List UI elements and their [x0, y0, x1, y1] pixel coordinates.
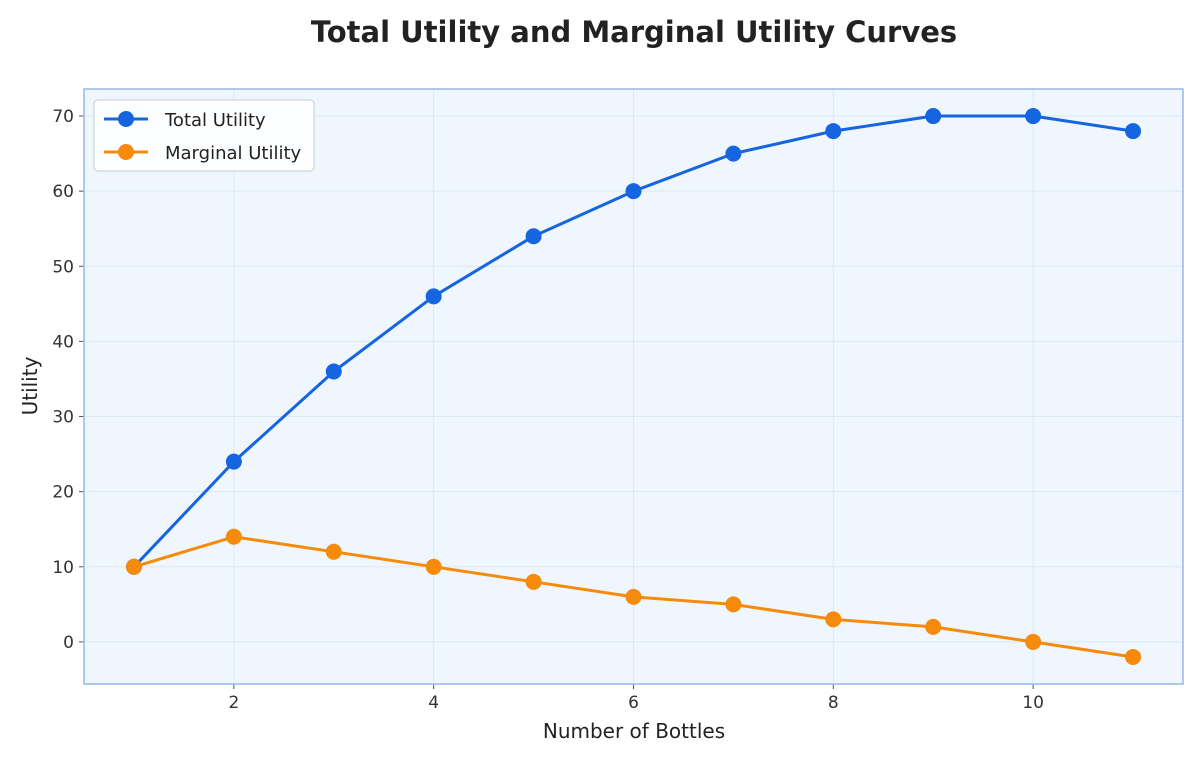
legend-label-total-utility: Total Utility	[164, 110, 266, 131]
data-point-total-utility	[1025, 108, 1042, 125]
y-axis-ticks: 0 10 20 30 40 50 60 70	[52, 107, 84, 653]
series-layer	[125, 108, 1142, 665]
data-point-marginal-utility	[125, 558, 142, 575]
data-point-marginal-utility	[225, 528, 242, 545]
data-point-total-utility	[725, 145, 742, 162]
data-point-total-utility	[1125, 123, 1142, 140]
legend-box	[93, 99, 315, 172]
legend-label-marginal-utility: Marginal Utility	[165, 143, 302, 164]
data-point-marginal-utility	[425, 558, 442, 575]
x-axis-ticks: 2 4 6 8 10	[228, 684, 1044, 713]
y-tick-label: 50	[52, 257, 74, 277]
data-point-marginal-utility	[725, 596, 742, 613]
data-point-total-utility	[825, 123, 842, 140]
y-tick-label: 60	[52, 182, 74, 202]
x-tick-label: 8	[828, 693, 839, 713]
x-tick-label: 10	[1022, 693, 1044, 713]
y-tick-label: 30	[52, 408, 74, 428]
data-point-marginal-utility	[525, 573, 542, 590]
data-point-total-utility	[525, 228, 542, 245]
y-tick-label: 70	[52, 107, 74, 127]
y-tick-label: 0	[63, 633, 74, 653]
data-point-marginal-utility	[1125, 648, 1142, 665]
data-point-marginal-utility	[925, 618, 942, 635]
legend: Total Utility Marginal Utility	[93, 99, 315, 172]
data-point-marginal-utility	[625, 588, 642, 605]
data-point-total-utility	[425, 288, 442, 305]
x-tick-label: 6	[628, 693, 639, 713]
x-tick-label: 4	[428, 693, 439, 713]
x-tick-label: 2	[228, 693, 239, 713]
data-point-total-utility	[325, 363, 342, 380]
y-tick-label: 40	[52, 332, 74, 352]
data-point-total-utility	[925, 108, 942, 125]
y-tick-label: 10	[52, 558, 74, 578]
y-tick-label: 20	[52, 483, 74, 503]
data-point-total-utility	[625, 183, 642, 200]
data-point-marginal-utility	[825, 611, 842, 628]
x-axis-label: Number of Bottles	[543, 719, 725, 743]
legend-marker-total-utility	[118, 111, 134, 127]
data-point-marginal-utility	[1025, 633, 1042, 650]
series-marginal-utility	[125, 528, 1142, 665]
plot-frame	[83, 88, 1184, 685]
data-point-total-utility	[225, 453, 242, 470]
legend-marker-marginal-utility	[118, 144, 134, 160]
data-point-marginal-utility	[325, 543, 342, 560]
chart-title: Total Utility and Marginal Utility Curve…	[311, 15, 957, 49]
y-axis-label: Utility	[18, 356, 42, 415]
